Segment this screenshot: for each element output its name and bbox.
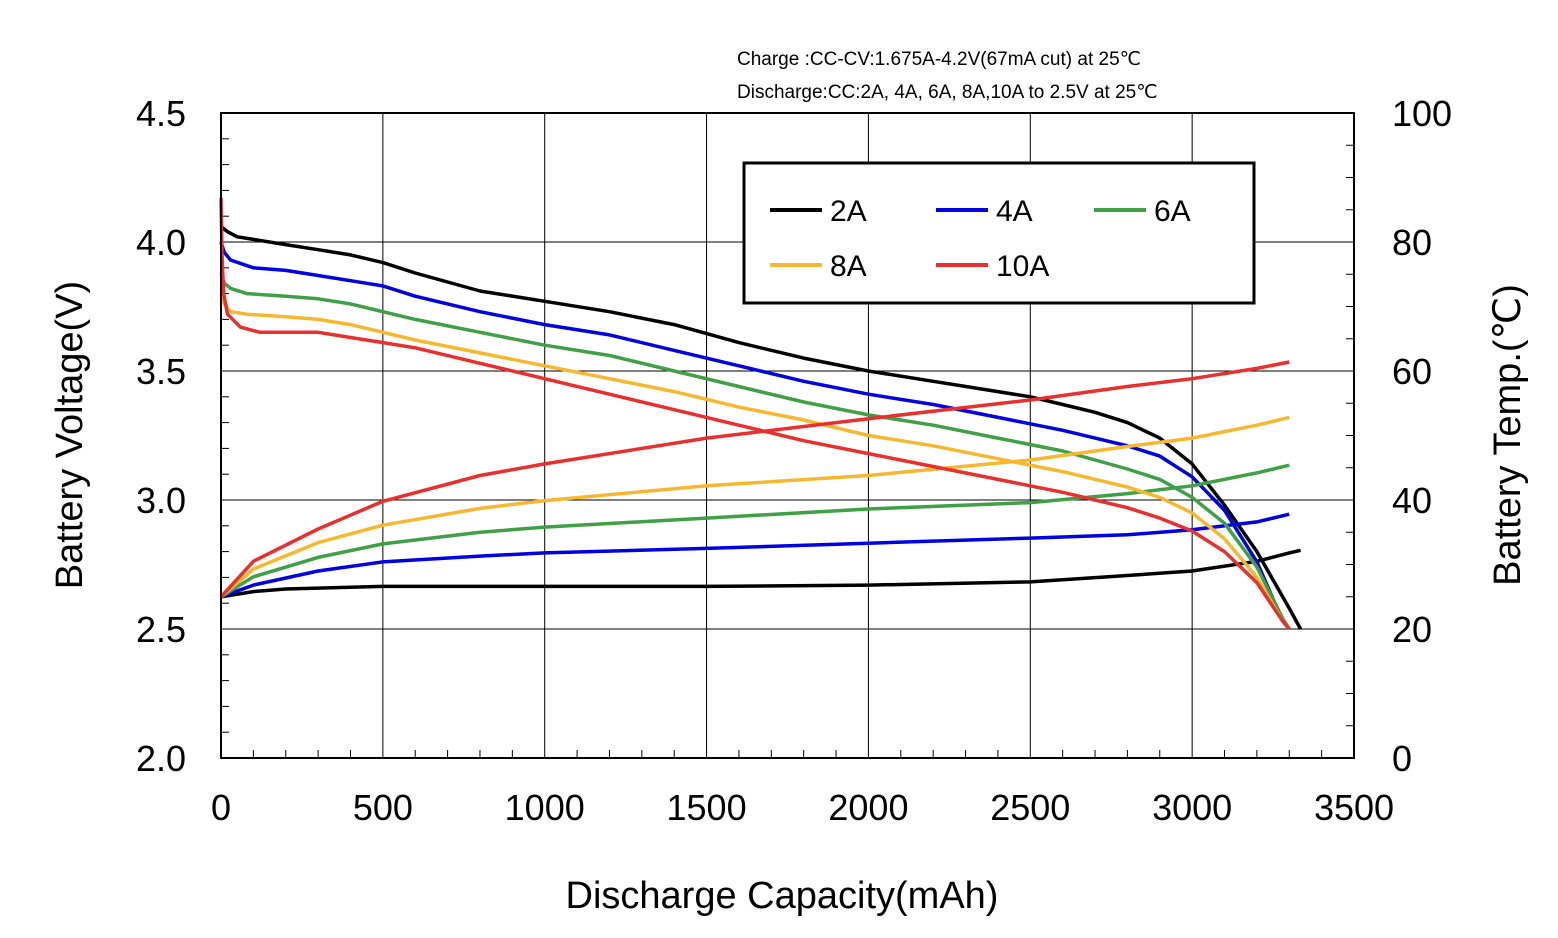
legend-label-10a: 10A [996,250,1049,283]
y-left-tick-label: 2.5 [136,609,186,650]
legend-label-4a: 4A [996,195,1033,228]
x-tick-label: 3000 [1152,787,1232,828]
series-2a-voltage-line [219,225,1303,630]
legend-label-8a: 8A [830,250,867,283]
x-tick-label: 2500 [990,787,1070,828]
legend-box [742,161,1256,305]
y-right-tick-label: 20 [1392,609,1432,650]
legend-label-2a: 2A [830,195,867,228]
series-6a-temperature-line [220,463,1290,599]
series-10a-temperature-line [219,360,1290,598]
series-4a-voltage-line [219,241,1291,631]
x-axis-title: Discharge Capacity(mAh) [566,875,999,917]
x-tick-label: 3500 [1314,787,1394,828]
y-axis-left-title: Battery Voltage(V) [49,281,91,589]
y-left-tick-label: 3.5 [136,351,186,392]
series-lines [219,198,1303,631]
chart-note-discharge: Discharge:CC:2A, 4A, 6A, 8A,10A to 2.5V … [737,82,1158,103]
x-tick-label: 500 [353,787,413,828]
y-axis-right-title: Battery Temp.(℃) [1487,284,1529,586]
x-tick-label: 1500 [667,787,747,828]
x-tick-label: 1000 [505,787,585,828]
y-right-tick-label: 80 [1392,222,1432,263]
y-left-tick-label: 3.0 [136,480,186,521]
x-tick-label: 2000 [828,787,908,828]
legend: 2A 4A 6A 8A 10A [742,161,1256,305]
y-right-tick-label: 40 [1392,480,1432,521]
tick-labels: 0 500 1000 1500 2000 2500 3000 35002.02.53.03.5… [136,93,1452,828]
y-right-tick-label: 100 [1392,93,1452,134]
y-left-tick-label: 2.0 [136,738,186,779]
plot-frame [220,112,1355,759]
minor-ticks [221,138,1354,758]
legend-label-6a: 6A [1154,195,1191,228]
y-right-tick-label: 0 [1392,738,1412,779]
series-6a-voltage-line [219,272,1291,630]
y-left-tick-label: 4.5 [136,93,186,134]
series-8a-voltage-line [219,293,1291,631]
series-10a-voltage-line [219,198,1291,631]
series-8a-temperature-line [219,415,1290,599]
y-right-tick-label: 60 [1392,351,1432,392]
x-tick-label: 0 [211,787,231,828]
chart-note-charge: Charge :CC-CV:1.675A-4.2V(67mA cut) at 2… [737,49,1141,70]
y-left-tick-label: 4.0 [136,222,186,263]
